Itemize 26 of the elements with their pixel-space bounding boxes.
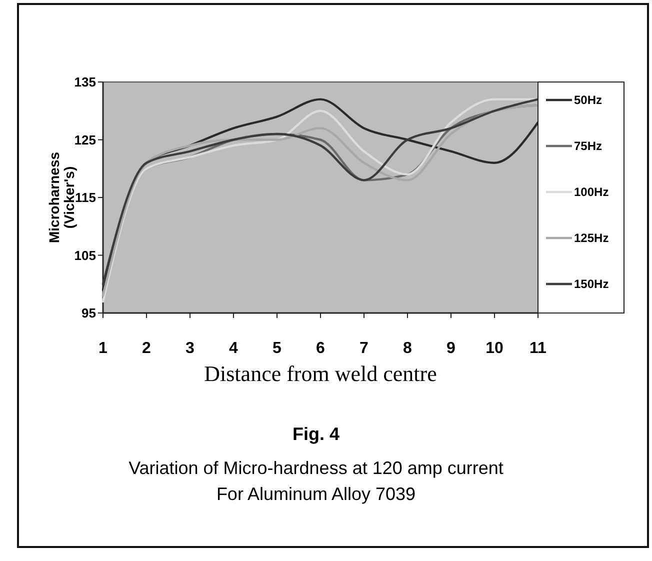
x-tick-label: 9 bbox=[446, 340, 456, 357]
x-tick-label: 4 bbox=[229, 340, 238, 357]
x-tick-label: 2 bbox=[142, 340, 152, 357]
legend-label: 50Hz bbox=[574, 93, 602, 108]
legend-label: 100Hz bbox=[574, 185, 609, 200]
x-tick-label: 1 bbox=[98, 340, 108, 357]
x-tick-label: 10 bbox=[486, 340, 504, 357]
legend-label: 150Hz bbox=[574, 277, 609, 292]
y-tick-label: 115 bbox=[75, 190, 96, 206]
y-tick-label: 95 bbox=[82, 306, 96, 321]
x-axis-title: Distance from weld centre bbox=[204, 361, 437, 386]
text: Variation of Micro-hardness at 120 amp current bbox=[128, 458, 504, 478]
caption: Fig. 4 bbox=[292, 424, 340, 444]
x-tick-label: 5 bbox=[272, 340, 282, 357]
legend-label: 75Hz bbox=[574, 139, 602, 154]
text: For Aluminum Alloy 7039 bbox=[216, 484, 416, 504]
y-axis-title: Microharness (Vicker's) bbox=[46, 152, 77, 244]
x-tick-label: 3 bbox=[186, 340, 195, 357]
x-tick-label: 7 bbox=[360, 340, 369, 357]
x-tick-label: 8 bbox=[403, 340, 412, 357]
x-tick-label: 11 bbox=[530, 340, 547, 357]
legend-label: 125Hz bbox=[574, 231, 609, 246]
y-tick-label: 105 bbox=[74, 248, 96, 263]
y-tick-label: 125 bbox=[74, 132, 96, 148]
y-tick-label: 135 bbox=[74, 74, 96, 90]
x-tick-label: 6 bbox=[316, 340, 326, 357]
